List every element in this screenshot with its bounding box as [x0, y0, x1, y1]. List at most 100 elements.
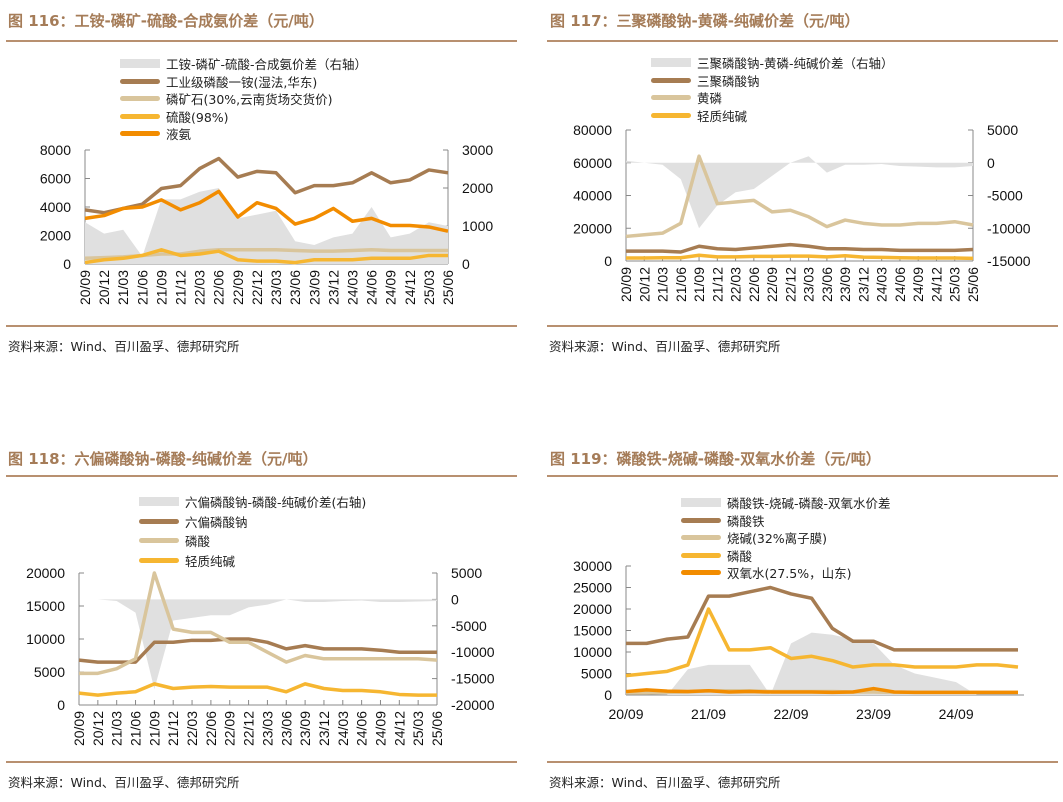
y-tick-label: 2000: [40, 228, 71, 244]
y2-tick-label: -10000: [987, 220, 1031, 236]
spread-area: [79, 599, 437, 690]
top-rule: [6, 40, 517, 42]
x-tick-label: 24/03: [874, 267, 890, 302]
chart-116-legend: 工铵-磷矿-硫酸-合成氨价差（右轴） 工业级磷酸一铵(湿法,华东) 磷矿石(30…: [120, 55, 367, 143]
legend-item: 工业级磷酸一铵(湿法,华东): [120, 73, 367, 91]
x-tick-label: 22/09: [230, 270, 246, 305]
chart-119-legend: 磷酸铁-烧碱-磷酸-双氧水价差 磷酸铁 烧碱(32%离子膜) 磷酸 双氧水(27…: [681, 494, 891, 582]
x-tick-label: 20/09: [71, 711, 87, 746]
x-tick-label: 21/09: [153, 270, 169, 305]
y2-tick-label: -15000: [451, 671, 495, 687]
y2-tick-label: 3000: [462, 142, 493, 158]
series-line: [84, 248, 448, 265]
x-tick-label: 23/03: [268, 270, 284, 305]
x-tick-label: 23/09: [306, 270, 322, 305]
y-tick-label: 30000: [573, 558, 612, 574]
series-line: [79, 571, 438, 676]
x-tick-label: 21/06: [128, 711, 144, 746]
y-tick-label: 4000: [40, 199, 71, 215]
x-tick-label: 21/03: [655, 267, 671, 302]
legend-item: 轻质纯碱: [651, 107, 894, 125]
y-tick-label: 0: [63, 256, 71, 272]
legend-swatch: [651, 77, 691, 83]
x-tick-label: 24/06: [364, 270, 380, 305]
legend-label: 硫酸(98%): [166, 109, 229, 125]
y-tick-label: 40000: [573, 188, 612, 204]
x-tick-label: 22/06: [746, 267, 762, 302]
y-tick-label: 15000: [573, 623, 612, 639]
x-tick-label: 25/06: [965, 267, 981, 302]
x-tick-label: 23/06: [278, 711, 294, 746]
x-tick-label: 20/12: [636, 267, 652, 302]
legend-item: 磷酸铁: [681, 512, 891, 530]
x-tick-label: 24/12: [402, 270, 418, 305]
legend-label: 磷酸铁-烧碱-磷酸-双氧水价差: [727, 496, 891, 512]
y2-tick-label: 5000: [987, 122, 1018, 138]
legend-swatch: [681, 517, 721, 523]
legend-label: 液氨: [166, 127, 192, 143]
legend-swatch: [139, 538, 179, 544]
legend-item: 六偏磷酸钠: [139, 512, 366, 532]
x-tick-label: 22/12: [241, 711, 257, 746]
x-tick-label: 20/12: [96, 270, 112, 305]
x-tick-label: 21/09: [691, 267, 707, 302]
legend-swatch: [681, 570, 721, 576]
x-tick-label: 21/09: [691, 706, 726, 722]
y-tick-label: 0: [604, 687, 612, 703]
bottom-rule: [6, 325, 517, 327]
legend-swatch: [139, 557, 179, 563]
x-tick-label: 24/03: [335, 711, 351, 746]
x-tick-label: 22/12: [249, 270, 265, 305]
x-tick-label: 20/09: [618, 267, 634, 302]
chart-118-title: 图 118：六偏磷酸钠-磷酸-纯碱价差（元/吨）: [8, 450, 318, 468]
x-tick-label: 21/09: [146, 711, 162, 746]
series-line: [625, 686, 1018, 695]
x-tick-label: 25/03: [947, 267, 963, 302]
legend-swatch: [681, 552, 721, 558]
y2-tick-label: -15000: [987, 253, 1031, 269]
y2-tick-label: 0: [451, 591, 459, 607]
y2-tick-label: -5000: [987, 188, 1023, 204]
legend-label: 磷酸铁: [727, 513, 765, 529]
x-tick-label: 23/06: [287, 270, 303, 305]
x-tick-label: 23/12: [855, 267, 871, 302]
legend-label: 三聚磷酸钠-黄磷-纯碱价差（右轴）: [697, 56, 894, 72]
legend-swatch: [139, 518, 179, 524]
source-note: 资料来源：Wind、百川盈孚、德邦研究所: [8, 775, 240, 790]
legend-label: 六偏磷酸钠-磷酸-纯碱价差(右轴): [185, 495, 367, 511]
x-tick-label: 21/06: [134, 270, 150, 305]
y-tick-label: 20000: [26, 565, 65, 581]
bottom-rule: [6, 761, 517, 763]
legend-item: 磷酸铁-烧碱-磷酸-双氧水价差: [681, 494, 891, 512]
legend-label: 工铵-磷矿-硫酸-合成氨价差（右轴）: [166, 57, 368, 73]
legend-item: 黄磷: [651, 89, 894, 107]
y2-tick-label: 1000: [462, 218, 493, 234]
y-tick-label: 60000: [573, 155, 612, 171]
legend-item: 轻质纯碱: [139, 551, 366, 571]
legend-label: 磷酸: [727, 548, 753, 564]
legend-item: 磷酸: [681, 547, 891, 565]
x-tick-label: 24/09: [372, 711, 388, 746]
legend-label: 黄磷: [697, 91, 723, 107]
y-tick-label: 80000: [573, 122, 612, 138]
x-tick-label: 20/09: [77, 270, 93, 305]
legend-label: 轻质纯碱: [185, 553, 236, 569]
x-tick-label: 22/06: [203, 711, 219, 746]
x-tick-label: 22/12: [782, 267, 798, 302]
x-tick-label: 22/09: [774, 706, 809, 722]
x-tick-label: 23/09: [837, 267, 853, 302]
chart-118-legend: 六偏磷酸钠-磷酸-纯碱价差(右轴) 六偏磷酸钠 磷酸 轻质纯碱: [139, 492, 366, 570]
legend-swatch: [651, 58, 691, 68]
x-tick-label: 24/12: [391, 711, 407, 746]
y-tick-label: 25000: [573, 580, 612, 596]
x-tick-label: 24/12: [928, 267, 944, 302]
x-tick-label: 25/06: [440, 270, 456, 305]
legend-label: 磷矿石(30%,云南货场交货价): [166, 92, 333, 108]
bottom-rule: [547, 761, 1058, 763]
x-tick-label: 24/03: [344, 270, 360, 305]
y-tick-label: 15000: [26, 598, 65, 614]
x-tick-label: 20/09: [608, 706, 643, 722]
x-tick-label: 24/09: [939, 706, 974, 722]
top-rule: [547, 475, 1058, 477]
